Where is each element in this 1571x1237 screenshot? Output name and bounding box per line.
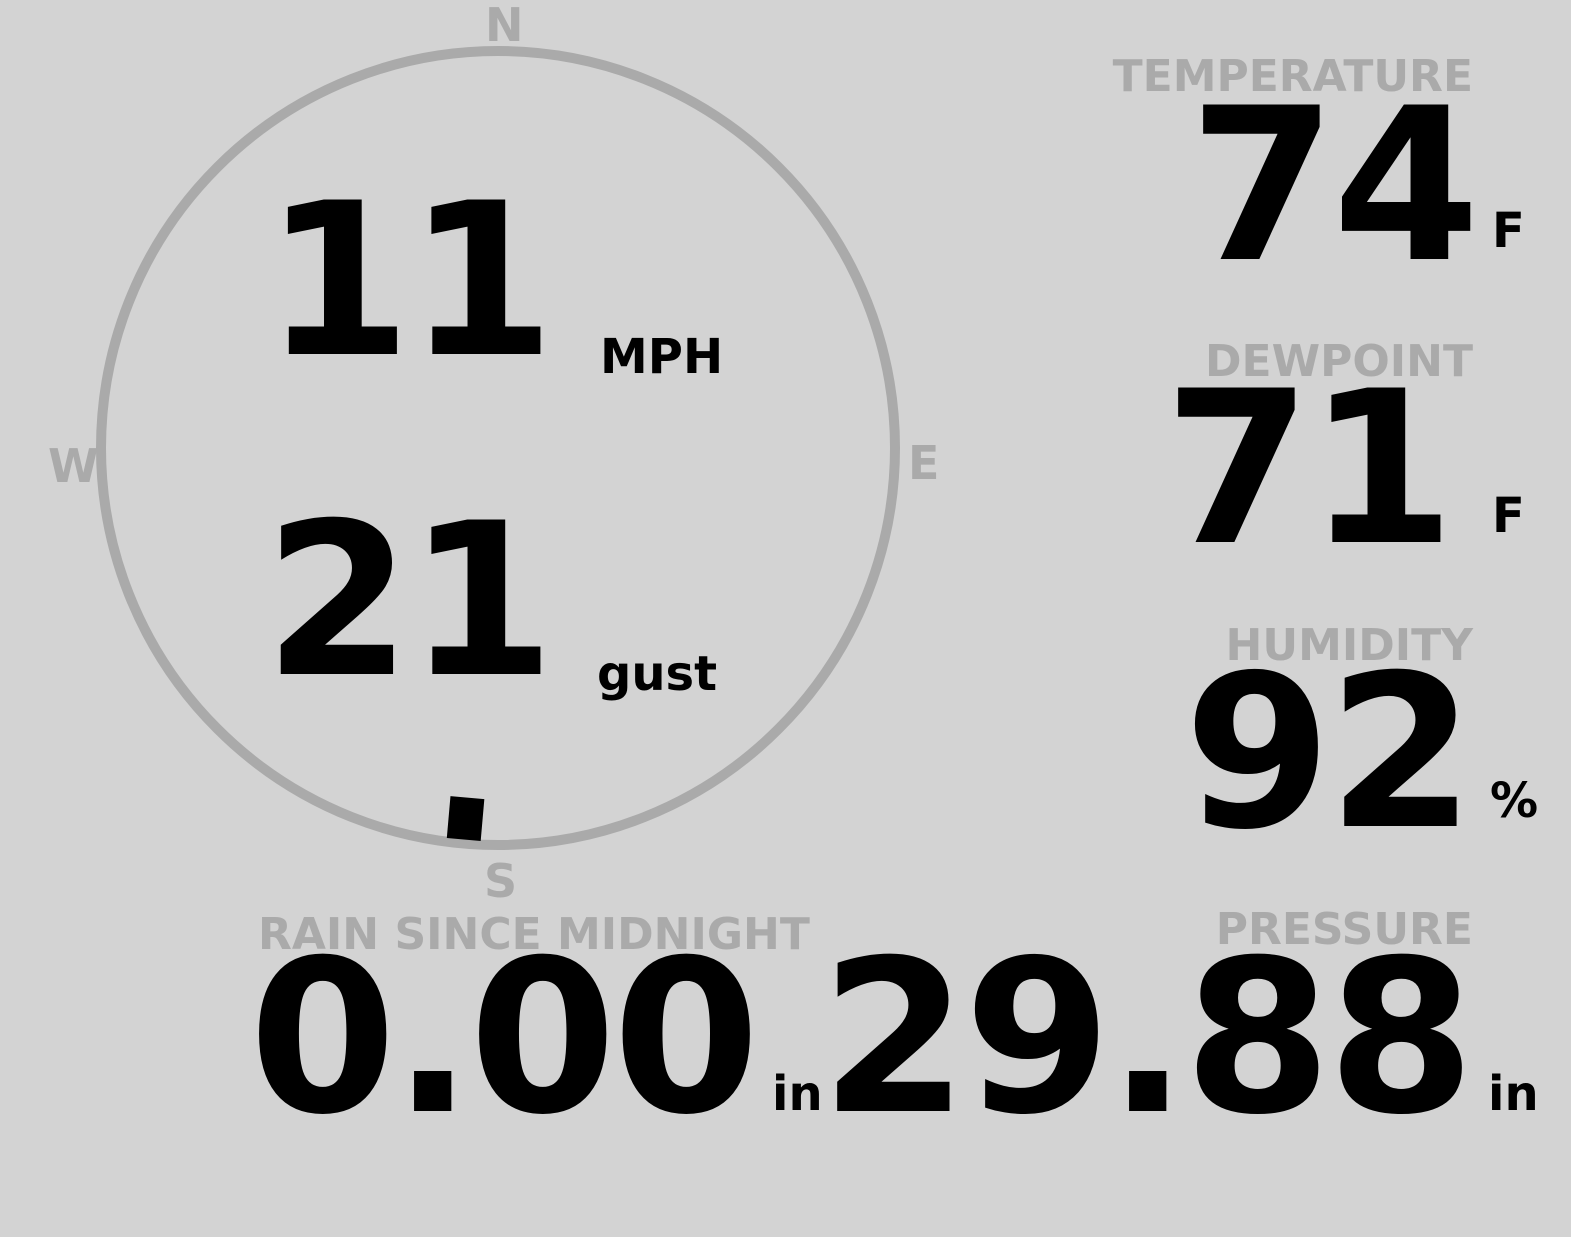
compass-west-label: W (48, 439, 99, 493)
humidity-label: HUMIDITY (1225, 620, 1473, 671)
compass-ring (96, 46, 900, 850)
wind-gust-unit: gust (597, 646, 718, 702)
wind-speed-unit: MPH (600, 329, 724, 385)
compass-south-label: S (484, 854, 518, 908)
rain-value: 0.00 (248, 914, 760, 1161)
wind-gust-value: 21 (263, 477, 555, 724)
pressure-label: PRESSURE (1215, 904, 1473, 955)
wind-direction-marker (446, 796, 485, 841)
dewpoint-unit: F (1492, 488, 1525, 544)
temperature-unit: F (1492, 203, 1525, 259)
wind-speed-value: 11 (263, 157, 555, 404)
pressure-unit: in (1488, 1066, 1539, 1122)
dewpoint-value: 71 (1163, 345, 1455, 592)
pressure-value: 29.88 (820, 914, 1475, 1161)
compass-north-label: N (485, 0, 524, 52)
rain-unit: in (772, 1066, 823, 1122)
temperature-value: 74 (1188, 62, 1480, 309)
wind-compass (96, 46, 900, 850)
dewpoint-label: DEWPOINT (1205, 336, 1473, 387)
humidity-unit: % (1490, 773, 1539, 829)
compass-east-label: E (908, 436, 940, 490)
rain-label: RAIN SINCE MIDNIGHT (258, 909, 810, 960)
temperature-label: TEMPERATURE (1112, 51, 1473, 102)
humidity-value: 92 (1183, 629, 1475, 876)
